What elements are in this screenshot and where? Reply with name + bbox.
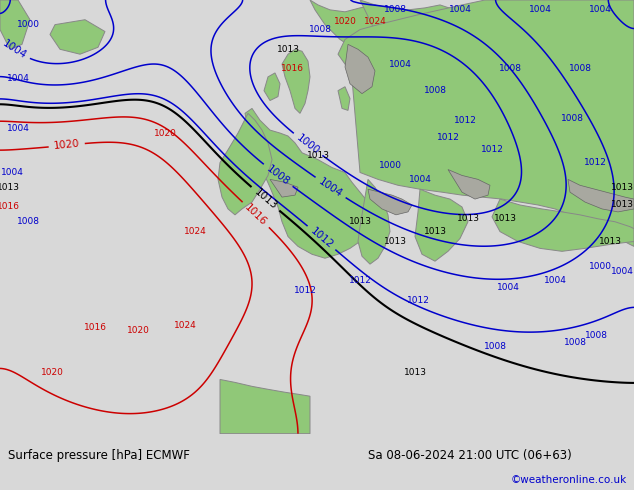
- Text: 1024: 1024: [174, 321, 197, 330]
- Text: 1000: 1000: [16, 20, 39, 29]
- Polygon shape: [448, 170, 490, 199]
- Polygon shape: [345, 45, 375, 94]
- Text: 1013: 1013: [493, 214, 517, 223]
- Text: 1004: 1004: [543, 276, 566, 285]
- Text: 1004: 1004: [529, 5, 552, 14]
- Text: 1013: 1013: [0, 183, 20, 192]
- Text: 1020: 1020: [153, 128, 176, 138]
- Text: 1013: 1013: [306, 151, 330, 160]
- Polygon shape: [492, 199, 634, 251]
- Text: 1013: 1013: [611, 183, 633, 192]
- Text: 1016: 1016: [84, 323, 107, 332]
- Text: 1000: 1000: [295, 133, 321, 156]
- Text: 1004: 1004: [317, 176, 344, 199]
- Text: 1020: 1020: [333, 17, 356, 26]
- Text: 1012: 1012: [453, 116, 476, 125]
- Text: 1016: 1016: [280, 65, 304, 74]
- Text: 1000: 1000: [378, 161, 401, 170]
- Text: 1008: 1008: [424, 86, 446, 95]
- Text: 1024: 1024: [184, 227, 207, 236]
- Text: 1008: 1008: [384, 5, 406, 14]
- Polygon shape: [415, 189, 468, 261]
- Text: Sa 08-06-2024 21:00 UTC (06+63): Sa 08-06-2024 21:00 UTC (06+63): [368, 448, 571, 462]
- Polygon shape: [368, 189, 412, 215]
- Text: 1016: 1016: [243, 202, 269, 227]
- Text: 1004: 1004: [1, 168, 23, 177]
- Text: 1013: 1013: [252, 187, 279, 211]
- Text: 1013: 1013: [349, 217, 372, 226]
- Text: 1024: 1024: [364, 17, 386, 26]
- Text: 1012: 1012: [437, 133, 460, 143]
- Text: 1013: 1013: [403, 368, 427, 377]
- Polygon shape: [338, 0, 634, 246]
- Polygon shape: [218, 113, 272, 215]
- Polygon shape: [338, 87, 350, 110]
- Text: 1008: 1008: [564, 339, 586, 347]
- Polygon shape: [0, 0, 30, 49]
- Text: 1012: 1012: [349, 276, 372, 285]
- Text: Surface pressure [hPa] ECMWF: Surface pressure [hPa] ECMWF: [8, 448, 190, 462]
- Polygon shape: [358, 179, 390, 264]
- Text: 1013: 1013: [384, 237, 406, 246]
- Text: 1004: 1004: [6, 123, 29, 133]
- Polygon shape: [245, 108, 372, 258]
- Text: 1008: 1008: [498, 65, 522, 74]
- Text: 1000: 1000: [588, 262, 612, 270]
- Text: 1012: 1012: [481, 146, 503, 154]
- Text: 1013: 1013: [424, 227, 446, 236]
- Text: 1004: 1004: [449, 5, 472, 14]
- Text: 1020: 1020: [127, 326, 150, 335]
- Text: 1008: 1008: [585, 331, 607, 340]
- Text: 1004: 1004: [408, 175, 432, 184]
- Text: 1004: 1004: [1, 38, 28, 61]
- Text: 1020: 1020: [41, 368, 63, 377]
- Text: 1004: 1004: [611, 267, 633, 275]
- Text: 1008: 1008: [264, 164, 292, 187]
- Text: 1004: 1004: [496, 283, 519, 293]
- Text: 1004: 1004: [588, 5, 611, 14]
- Polygon shape: [270, 179, 298, 197]
- Text: 1012: 1012: [406, 296, 429, 305]
- Text: 1012: 1012: [294, 286, 316, 295]
- Text: 1013: 1013: [276, 45, 299, 54]
- Polygon shape: [360, 0, 465, 74]
- Polygon shape: [282, 49, 310, 113]
- Text: 1008: 1008: [484, 343, 507, 351]
- Text: 1004: 1004: [389, 60, 411, 69]
- Text: 1012: 1012: [583, 158, 607, 167]
- Text: 1013: 1013: [611, 200, 633, 210]
- Text: 1020: 1020: [53, 139, 81, 151]
- Text: 1008: 1008: [560, 114, 583, 123]
- Text: 1008: 1008: [16, 217, 39, 226]
- Text: 1008: 1008: [309, 25, 332, 34]
- Text: 1013: 1013: [598, 237, 621, 246]
- Text: 1013: 1013: [456, 214, 479, 223]
- Text: 1004: 1004: [6, 74, 29, 83]
- Text: ©weatheronline.co.uk: ©weatheronline.co.uk: [510, 475, 626, 485]
- Polygon shape: [50, 20, 105, 54]
- Polygon shape: [220, 379, 310, 434]
- Text: 1008: 1008: [569, 65, 592, 74]
- Polygon shape: [264, 73, 280, 100]
- Text: 1016: 1016: [0, 202, 20, 212]
- Text: 1012: 1012: [308, 225, 335, 250]
- Polygon shape: [310, 0, 405, 64]
- Polygon shape: [568, 179, 634, 212]
